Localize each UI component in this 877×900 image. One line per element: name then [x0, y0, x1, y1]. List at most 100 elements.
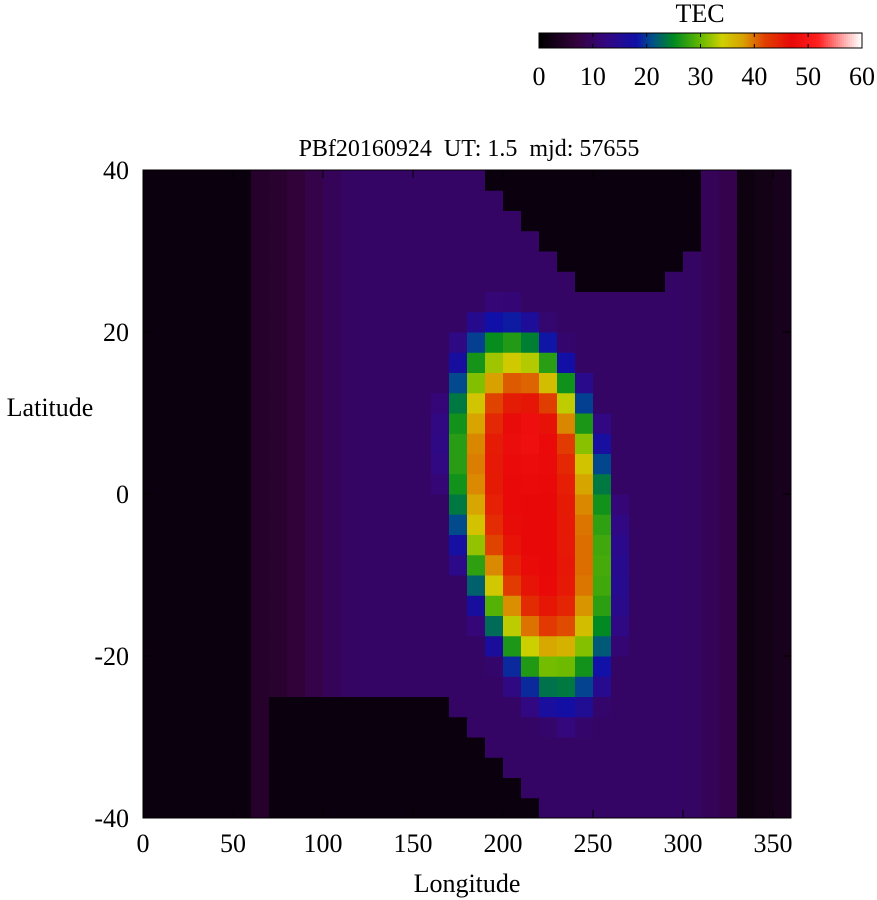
- heatmap-cell: [557, 716, 576, 738]
- colorbar-swatch: [589, 33, 592, 48]
- heatmap-cell: [593, 575, 612, 596]
- heatmap-cell: [575, 210, 594, 232]
- heatmap-cell: [539, 392, 558, 414]
- heatmap-cell: [611, 453, 630, 475]
- heatmap-cell: [719, 656, 738, 677]
- heatmap-cell: [269, 615, 288, 637]
- colorbar-swatch: [775, 33, 779, 48]
- heatmap-cell: [755, 676, 774, 697]
- heatmap-cell: [557, 797, 576, 819]
- heatmap-cell: [701, 696, 720, 718]
- heatmap-cell: [737, 514, 756, 535]
- heatmap-cell: [665, 757, 684, 778]
- heatmap-cell: [269, 554, 288, 576]
- heatmap-cell: [665, 230, 684, 252]
- heatmap-cell: [269, 210, 288, 232]
- heatmap-cell: [647, 575, 666, 596]
- heatmap-cell: [593, 453, 612, 475]
- heatmap-cell: [449, 554, 468, 576]
- heatmap-cell: [305, 332, 324, 353]
- heatmap-cell: [449, 635, 468, 657]
- colorbar-swatch: [613, 33, 616, 48]
- heatmap-cell: [683, 230, 702, 252]
- heatmap-cell: [773, 696, 792, 718]
- heatmap-cell: [287, 170, 306, 191]
- heatmap-cell: [503, 635, 522, 657]
- heatmap-cell: [683, 453, 702, 475]
- heatmap-cell: [269, 797, 288, 819]
- heatmap-cell: [647, 311, 666, 333]
- heatmap-cell: [161, 190, 180, 211]
- heatmap-cell: [251, 676, 270, 697]
- heatmap-cell: [467, 514, 486, 535]
- heatmap-cell: [287, 413, 306, 434]
- heatmap-cell: [737, 291, 756, 313]
- y-tick-label: -40: [94, 804, 129, 833]
- heatmap-cell: [449, 696, 468, 718]
- colorbar-swatch: [821, 33, 825, 48]
- heatmap-cell: [701, 352, 720, 373]
- heatmap-cell: [773, 413, 792, 434]
- heatmap-cell: [719, 737, 738, 758]
- heatmap-cell: [755, 473, 774, 495]
- heatmap-cell: [737, 777, 756, 799]
- heatmap-cell: [665, 291, 684, 313]
- heatmap-cell: [521, 676, 540, 697]
- heatmap-cell: [197, 575, 216, 596]
- heatmap-cell: [647, 392, 666, 414]
- heatmap-cell: [719, 392, 738, 414]
- heatmap-cell: [431, 676, 450, 697]
- heatmap-cell: [305, 554, 324, 576]
- heatmap-cell: [395, 453, 414, 475]
- heatmap-cell: [161, 494, 180, 515]
- heatmap-cell: [269, 514, 288, 535]
- heatmap-cell: [503, 676, 522, 697]
- heatmap-cell: [359, 514, 378, 535]
- heatmap-cell: [521, 514, 540, 535]
- heatmap-cell: [611, 595, 630, 616]
- heatmap-cell: [215, 615, 234, 637]
- heatmap-cell: [683, 777, 702, 799]
- heatmap-cell: [575, 575, 594, 596]
- heatmap-cell: [323, 737, 342, 758]
- heatmap-cell: [197, 534, 216, 556]
- heatmap-cell: [305, 656, 324, 677]
- heatmap-cell: [611, 737, 630, 758]
- heatmap-cell: [611, 352, 630, 373]
- heatmap-cell: [485, 453, 504, 475]
- heatmap-cell: [575, 615, 594, 637]
- heatmap-cell: [719, 716, 738, 738]
- heatmap-cell: [575, 170, 594, 191]
- heatmap-cell: [755, 554, 774, 576]
- heatmap-cell: [287, 210, 306, 232]
- colorbar-swatch: [679, 33, 683, 48]
- heatmap-cell: [611, 635, 630, 657]
- colorbar-swatch: [639, 33, 642, 48]
- heatmap-cell: [557, 514, 576, 535]
- heatmap-cell: [665, 372, 684, 394]
- heatmap-cell: [161, 413, 180, 434]
- heatmap-cell: [521, 271, 540, 292]
- heatmap-cell: [629, 271, 648, 292]
- heatmap-cell: [251, 271, 270, 292]
- colorbar-swatch: [691, 33, 695, 48]
- heatmap-cell: [647, 777, 666, 799]
- heatmap-cell: [503, 372, 522, 394]
- heatmap-cell: [197, 453, 216, 475]
- heatmap-cell: [755, 757, 774, 778]
- heatmap-cell: [179, 453, 198, 475]
- heatmap-cell: [233, 433, 252, 454]
- heatmap-cell: [431, 534, 450, 556]
- colorbar-swatch: [553, 33, 556, 48]
- heatmap-cell: [305, 473, 324, 495]
- heatmap-cell: [449, 311, 468, 333]
- heatmap-cell: [629, 413, 648, 434]
- heatmap-cell: [431, 656, 450, 677]
- heatmap-cell: [215, 170, 234, 191]
- heatmap-cell: [593, 737, 612, 758]
- heatmap-cell: [341, 676, 360, 697]
- heatmap-cell: [629, 230, 648, 252]
- heatmap-cell: [287, 291, 306, 313]
- heatmap-cell: [143, 534, 162, 556]
- heatmap-cell: [377, 757, 396, 778]
